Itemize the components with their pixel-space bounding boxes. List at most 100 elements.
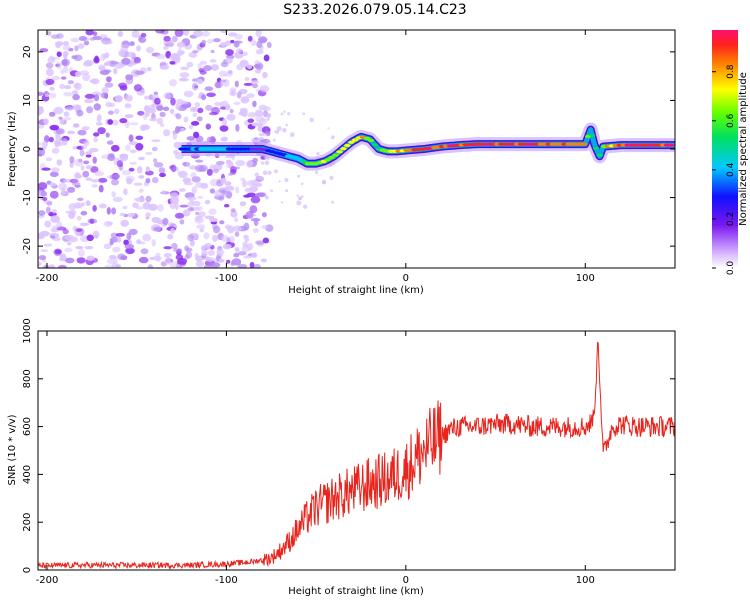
noise-point (195, 260, 205, 268)
amplitude-colorbar: 0.0 0.2 0.4 0.6 0.8 Normalized spectral ampl… (712, 30, 749, 275)
y-tick-label: 400 (22, 465, 33, 484)
noise-point (251, 83, 258, 89)
noise-point (250, 217, 261, 222)
noise-point (148, 203, 158, 211)
noise-point (55, 41, 64, 47)
noise-point (135, 196, 146, 203)
noise-point (321, 179, 326, 184)
noise-point (76, 257, 86, 264)
noise-point (210, 178, 219, 187)
noise-point (252, 228, 259, 233)
noise-point (145, 212, 151, 218)
noise-point (38, 146, 43, 154)
noise-point (84, 246, 94, 250)
noise-point (52, 237, 61, 241)
noise-point (243, 194, 251, 198)
noise-point (184, 245, 190, 252)
noise-point (135, 206, 144, 210)
noise-point (297, 174, 301, 178)
noise-point (249, 261, 255, 268)
noise-point (62, 45, 71, 51)
noise-point (205, 123, 211, 130)
ridge-cell (367, 138, 375, 143)
noise-point (159, 65, 170, 70)
noise-point (196, 116, 203, 122)
noise-point (234, 80, 239, 88)
noise-point (38, 142, 42, 146)
noise-point (112, 196, 123, 203)
colorbar-tick-label: 0.0 (726, 261, 736, 276)
noise-point (251, 139, 261, 143)
noise-point (86, 234, 94, 242)
noise-point (197, 107, 204, 114)
noise-point (246, 243, 254, 251)
noise-point (204, 86, 214, 91)
noise-point (103, 62, 111, 66)
noise-point (124, 103, 132, 109)
noise-point (272, 138, 276, 142)
noise-point (139, 124, 147, 131)
noise-point (156, 117, 164, 125)
noise-point (85, 154, 92, 158)
noise-point (113, 257, 118, 265)
spectrogram-x-label: Height of straight line (km) (288, 285, 424, 296)
noise-point (124, 114, 134, 119)
noise-point (175, 102, 180, 110)
ridge-cell (581, 142, 588, 146)
noise-point (210, 64, 219, 71)
x-tick-label: -200 (36, 273, 59, 284)
noise-point (189, 200, 195, 204)
frequency-ridge (176, 122, 675, 171)
noise-point (90, 179, 99, 183)
noise-point (157, 203, 164, 212)
ridge-cell (296, 158, 304, 162)
noise-point (56, 159, 63, 166)
noise-point (56, 51, 62, 57)
noise-point (145, 46, 155, 54)
ridge-cell (667, 143, 675, 147)
noise-point (163, 129, 171, 137)
noise-point (192, 50, 199, 54)
noise-point (274, 130, 277, 133)
noise-point (153, 158, 158, 164)
noise-point (203, 243, 212, 248)
colorbar-gradient (712, 30, 738, 268)
noise-point (261, 224, 269, 230)
noise-point (225, 186, 235, 191)
noise-point (115, 233, 125, 237)
noise-point (233, 253, 240, 258)
noise-point (316, 151, 320, 156)
noise-point (106, 258, 115, 265)
noise-point (194, 252, 199, 259)
noise-point (180, 66, 189, 71)
noise-point (110, 232, 119, 238)
noise-point (187, 234, 195, 242)
noise-point (225, 104, 231, 111)
noise-point (213, 38, 221, 43)
noise-point (233, 40, 240, 48)
noise-point (203, 264, 212, 268)
noise-point (88, 148, 99, 153)
noise-point (179, 219, 185, 225)
noise-point (72, 182, 81, 186)
ridge-cell (336, 150, 343, 154)
noise-point (79, 70, 90, 76)
noise-point (231, 258, 242, 266)
y-tick-label: 1000 (22, 318, 33, 343)
noise-point (120, 219, 129, 227)
noise-point (92, 31, 98, 36)
noise-point (230, 210, 238, 218)
noise-point (104, 264, 115, 268)
noise-point (67, 130, 76, 135)
noise-point (93, 94, 100, 102)
noise-point (176, 41, 186, 48)
noise-point (246, 93, 255, 99)
noise-point (196, 224, 206, 229)
noise-point (49, 171, 59, 177)
noise-point (247, 112, 257, 118)
noise-point (206, 38, 214, 44)
noise-point (50, 235, 56, 239)
noise-point (162, 106, 170, 112)
noise-point (191, 176, 201, 183)
